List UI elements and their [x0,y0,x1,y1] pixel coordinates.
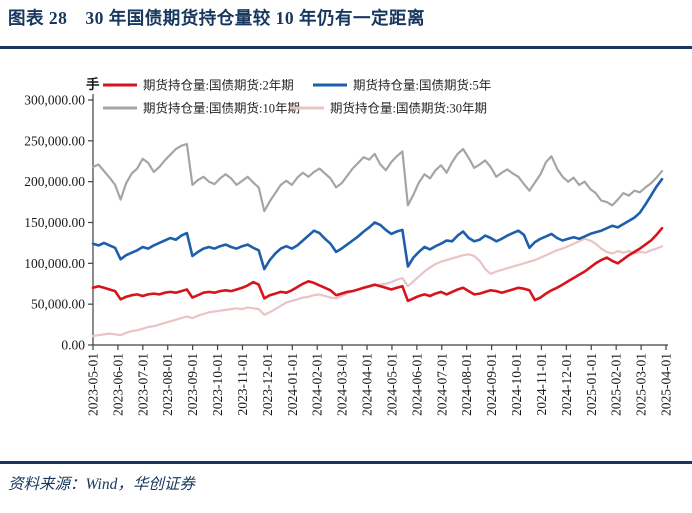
y-tick-label: 200,000.00 [24,174,85,189]
legend-label-30yr: 期货持仓量:国债期货:30年期 [330,101,487,116]
x-tick-label: 2024-05-01 [385,353,400,416]
x-tick-label: 2023-07-01 [135,353,150,416]
x-tick-label: 2024-03-01 [335,353,350,416]
series-line-30yr [91,237,664,338]
y-tick-label: 0.00 [61,338,85,353]
x-tick-label: 2024-04-01 [360,353,375,416]
y-tick-label: 100,000.00 [24,256,85,271]
x-tick-label: 2023-08-01 [160,353,175,416]
y-tick-label: 300,000.00 [24,93,85,108]
title-divider [0,46,692,49]
x-tick-label: 2024-11-01 [534,353,549,416]
source-note: 资料来源：Wind，华创证券 [8,476,195,493]
x-tick-label: 2024-07-01 [434,353,449,416]
x-tick-label: 2023-06-01 [110,353,125,416]
x-tick-label: 2024-01-01 [285,353,300,416]
x-tick-label: 2024-09-01 [484,353,499,416]
series-line-10yr [91,142,664,213]
x-tick-label: 2025-02-01 [609,353,624,416]
series-line-5yr [91,177,664,271]
x-tick-label: 2023-10-01 [210,353,225,416]
x-tick-label: 2024-12-01 [559,353,574,416]
y-tick-label: 150,000.00 [24,215,85,230]
x-tick-label: 2023-05-01 [86,353,101,416]
x-tick-label: 2023-11-01 [235,353,250,416]
figure-title: 图表 28 30 年国债期货持仓量较 10 年仍有一定距离 [8,8,425,28]
axis-unit-label: 手 [86,76,100,92]
x-tick-label: 2025-03-01 [634,353,649,416]
y-tick-label: 250,000.00 [24,133,85,148]
x-tick-label: 2023-12-01 [260,353,275,416]
legend-label-2yr: 期货持仓量:国债期货:2年期 [143,78,294,93]
x-tick-label: 2024-08-01 [459,353,474,416]
x-tick-label: 2024-10-01 [509,353,524,416]
legend-label-10yr: 期货持仓量:国债期货:10年期 [143,101,300,116]
x-tick-label: 2023-09-01 [185,353,200,416]
series-line-2yr [91,226,664,303]
legend-label-5yr: 期货持仓量:国债期货:5年 [353,78,491,93]
x-tick-label: 2025-04-01 [659,353,674,416]
y-tick-label: 50,000.00 [31,297,85,312]
x-tick-label: 2025-01-01 [584,353,599,416]
footer-divider [0,461,692,464]
bond-futures-open-interest-chart: 300,000.00 250,000.00 200,000.00 150,000.00… [24,76,674,416]
x-tick-label: 2024-06-01 [409,353,424,416]
x-tick-label: 2024-02-01 [310,353,325,416]
